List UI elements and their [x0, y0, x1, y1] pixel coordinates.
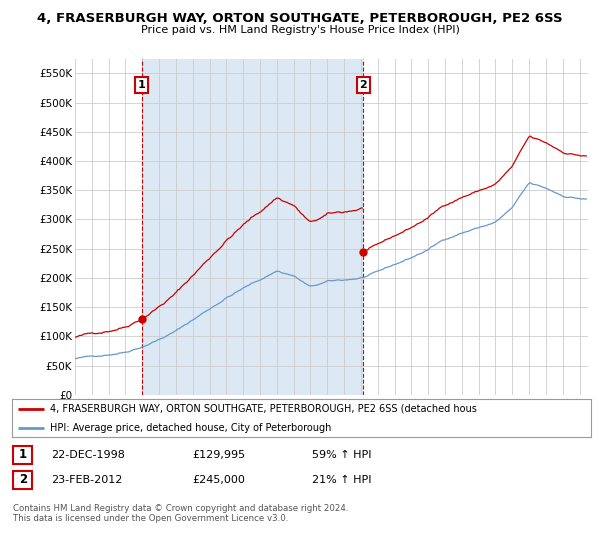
- Text: 23-FEB-2012: 23-FEB-2012: [51, 475, 122, 485]
- Text: 1: 1: [19, 448, 27, 461]
- Text: Price paid vs. HM Land Registry's House Price Index (HPI): Price paid vs. HM Land Registry's House …: [140, 25, 460, 35]
- Text: £245,000: £245,000: [192, 475, 245, 485]
- Text: 59% ↑ HPI: 59% ↑ HPI: [312, 450, 371, 460]
- Text: 2: 2: [19, 473, 27, 487]
- Text: 2: 2: [359, 80, 367, 90]
- Text: 4, FRASERBURGH WAY, ORTON SOUTHGATE, PETERBOROUGH, PE2 6SS (detached hous: 4, FRASERBURGH WAY, ORTON SOUTHGATE, PET…: [50, 404, 476, 414]
- Text: 22-DEC-1998: 22-DEC-1998: [51, 450, 125, 460]
- Text: Contains HM Land Registry data © Crown copyright and database right 2024.
This d: Contains HM Land Registry data © Crown c…: [13, 504, 349, 524]
- Text: £129,995: £129,995: [192, 450, 245, 460]
- Bar: [142, 59, 363, 395]
- Text: 1: 1: [138, 80, 146, 90]
- Text: 4, FRASERBURGH WAY, ORTON SOUTHGATE, PETERBOROUGH, PE2 6SS: 4, FRASERBURGH WAY, ORTON SOUTHGATE, PET…: [37, 12, 563, 25]
- Text: 21% ↑ HPI: 21% ↑ HPI: [312, 475, 371, 485]
- Text: HPI: Average price, detached house, City of Peterborough: HPI: Average price, detached house, City…: [50, 423, 331, 433]
